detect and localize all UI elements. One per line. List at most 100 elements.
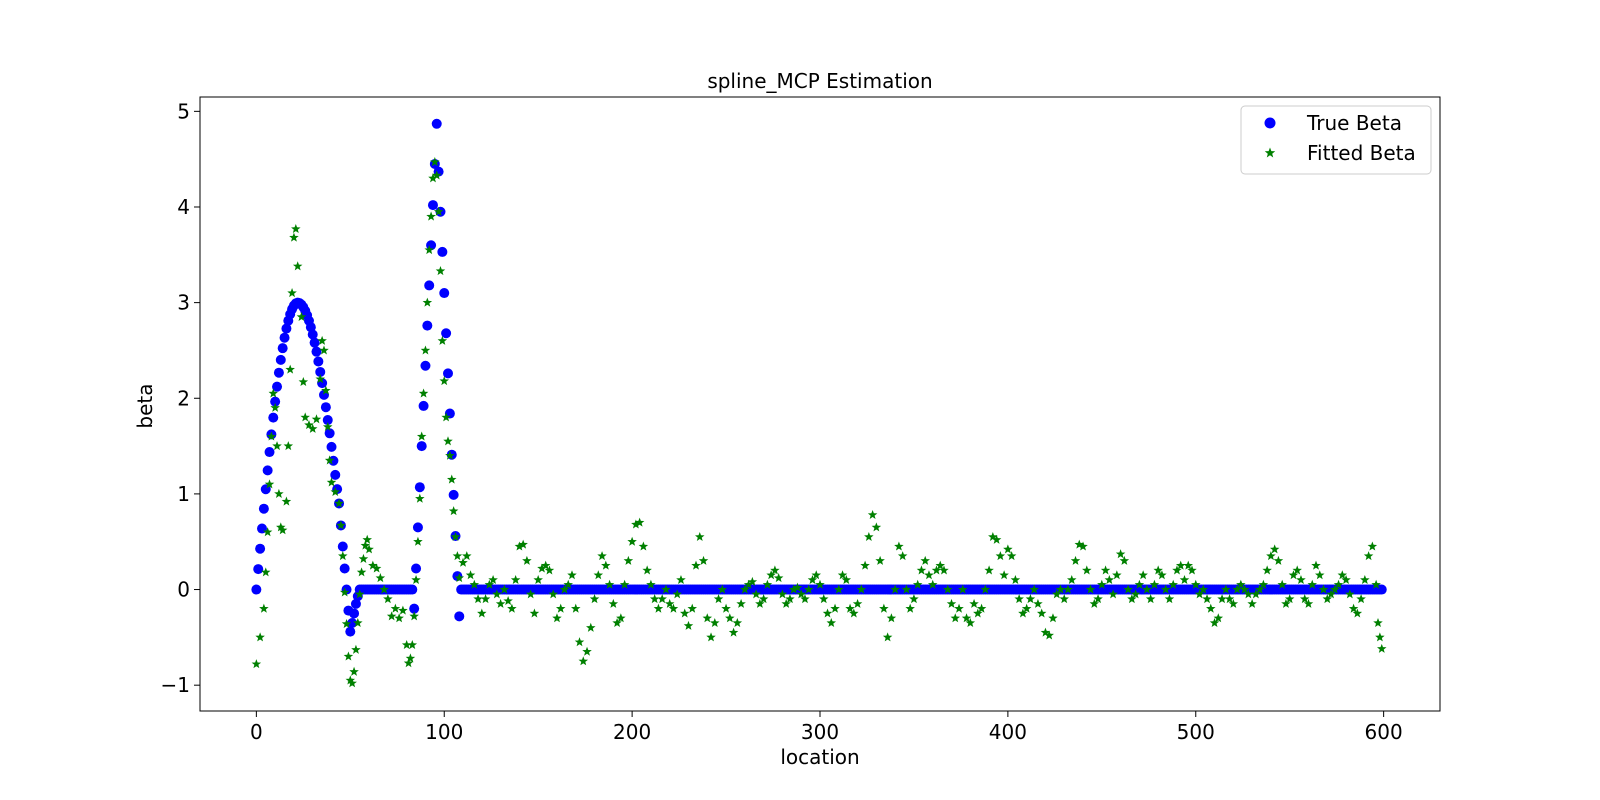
fitted-beta-point: [525, 589, 536, 599]
fitted-beta-point: [296, 311, 307, 322]
fitted-beta-point: [1345, 589, 1355, 599]
fitted-beta-point: [492, 589, 502, 599]
true-beta-point: [273, 367, 284, 378]
fitted-beta-point: [1209, 618, 1220, 628]
fitted-beta-point: [274, 488, 284, 498]
fitted-beta-point: [852, 598, 863, 608]
fitted-beta-point: [1112, 570, 1122, 580]
fitted-beta-point: [368, 560, 378, 570]
fitted-beta-point: [334, 498, 344, 508]
fitted-beta-point: [649, 594, 660, 604]
true-beta-point: [411, 563, 422, 574]
legend: True Beta Fitted Beta: [1240, 105, 1432, 175]
fitted-beta-point: [1142, 584, 1152, 594]
true-beta-point: [281, 323, 292, 334]
fitted-beta-point: [353, 618, 363, 628]
fitted-beta-point: [324, 455, 335, 465]
true-beta-series: [251, 118, 1387, 637]
fitted-beta-point: [298, 377, 309, 387]
fitted-beta-point: [351, 644, 361, 654]
true-beta-point: [326, 441, 337, 452]
fitted-beta-point: [1243, 589, 1254, 599]
fitted-beta-point: [619, 579, 630, 589]
fitted-beta-point: [969, 598, 979, 608]
fitted-beta-point: [1145, 594, 1156, 604]
fitted-beta-point: [623, 555, 634, 565]
fitted-beta-point: [803, 584, 814, 594]
true-beta-point: [439, 288, 450, 299]
fitted-beta-point: [950, 613, 961, 623]
fitted-beta-point: [514, 541, 525, 551]
true-beta-point: [422, 320, 433, 331]
fitted-beta-point: [268, 388, 279, 398]
fitted-beta-point: [958, 584, 968, 594]
fitted-beta-point: [375, 573, 386, 583]
legend-true-beta-label: True Beta: [1306, 111, 1402, 135]
true-beta-point: [339, 563, 350, 574]
fitted-beta-point: [1040, 627, 1051, 637]
legend-true-beta-marker: [1264, 117, 1276, 129]
fitted-beta-point: [834, 584, 844, 594]
fitted-beta-point: [1014, 594, 1024, 604]
true-beta-point: [350, 598, 361, 609]
true-beta-point: [416, 441, 427, 452]
fitted-beta-point: [462, 551, 472, 561]
x-tick-label: 200: [613, 720, 651, 744]
fitted-beta-point: [991, 534, 1002, 544]
fitted-beta-point: [589, 594, 600, 604]
true-beta-point: [407, 584, 418, 595]
fitted-beta-point: [601, 560, 611, 570]
fitted-beta-point: [815, 579, 825, 589]
fitted-beta-point: [433, 206, 444, 216]
fitted-beta-point: [1284, 594, 1295, 604]
true-beta-point: [443, 368, 453, 379]
fitted-beta-point: [405, 653, 416, 663]
fitted-beta-point: [1232, 584, 1242, 594]
fitted-beta-point: [259, 603, 269, 613]
fitted-beta-point: [807, 574, 818, 585]
fitted-beta-point: [631, 519, 641, 529]
fitted-beta-point: [717, 584, 728, 594]
fitted-beta-point: [292, 261, 303, 271]
fitted-beta-point: [867, 509, 878, 519]
fitted-beta-point: [1074, 539, 1085, 549]
true-beta-point: [268, 412, 279, 423]
true-beta-point: [330, 469, 341, 480]
x-tick-label: 600: [1365, 720, 1403, 744]
true-beta-point: [414, 482, 425, 493]
fitted-beta-point: [1258, 579, 1269, 589]
y-axis-label: beta: [133, 383, 157, 428]
fitted-beta-point: [792, 582, 803, 592]
true-beta-point: [437, 246, 448, 257]
fitted-beta-point: [894, 541, 904, 551]
fitted-beta-point: [871, 522, 882, 532]
true-beta-point: [253, 564, 264, 575]
fitted-beta-point: [473, 594, 483, 604]
fitted-beta-point: [785, 594, 795, 604]
fitted-beta-point: [1191, 579, 1201, 589]
fitted-beta-point: [1266, 551, 1276, 561]
fitted-beta-point: [728, 627, 739, 637]
fitted-beta-point: [661, 584, 671, 594]
fitted-beta-point: [1010, 574, 1021, 585]
fitted-beta-point: [1097, 579, 1107, 589]
fitted-beta-point: [653, 603, 664, 613]
fitted-beta-point: [364, 544, 374, 554]
fitted-beta-point: [1168, 579, 1178, 589]
fitted-beta-point: [272, 441, 282, 451]
fitted-beta-point: [480, 594, 491, 604]
fitted-beta-point: [1363, 551, 1374, 561]
fitted-beta-point: [283, 441, 294, 451]
fitted-beta-point: [1021, 603, 1032, 613]
fitted-beta-point: [1348, 603, 1359, 613]
fitted-beta-point: [1292, 565, 1302, 575]
fitted-beta-point: [1277, 579, 1287, 589]
fitted-beta-point: [499, 584, 510, 594]
x-tick-label: 0: [250, 720, 263, 744]
fitted-beta-point: [743, 579, 754, 589]
fitted-beta-point: [416, 431, 427, 441]
fitted-beta-point: [946, 598, 957, 608]
legend-fitted-beta-label: Fitted Beta: [1307, 141, 1416, 165]
fitted-beta-point: [394, 613, 404, 623]
